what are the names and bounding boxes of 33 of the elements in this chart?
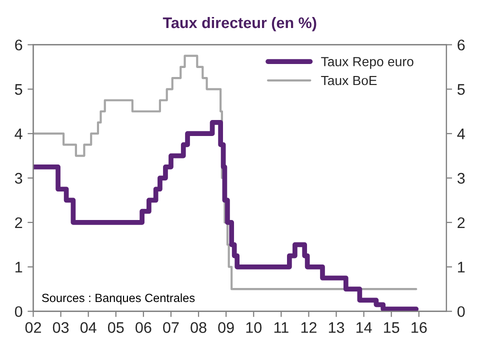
y2-tick-label: 2: [458, 217, 465, 228]
x-tick-label: 03: [52, 322, 69, 333]
x-tick-label: 04: [80, 322, 96, 333]
x-tick-label: 11: [274, 322, 288, 333]
x-tick-label: 09: [218, 322, 234, 333]
legend-label: Taux Repo euro: [321, 57, 414, 69]
y-tick-label: 2: [15, 217, 22, 228]
x-tick-label: 08: [190, 322, 206, 333]
chart-title: Taux directeur (en %): [162, 16, 316, 32]
x-tick-label: 14: [356, 322, 372, 333]
y-tick-label: 5: [14, 84, 22, 95]
y2-tick-label: 0: [457, 306, 465, 318]
x-tick-label: 06: [136, 322, 152, 333]
x-tick-label: 12: [301, 322, 316, 333]
annotation: Sources : Banques Centrales: [42, 293, 195, 304]
legend-label: Taux BoE: [321, 76, 377, 86]
y2-tick-label: 3: [457, 172, 465, 184]
x-tick-label: 15: [384, 322, 400, 333]
x-tick-label: 02: [25, 322, 41, 333]
y2-tick-label: 1: [458, 262, 465, 272]
y-tick-label: 1: [16, 262, 22, 272]
y-tick-label: 6: [15, 40, 22, 50]
y2-tick-label: 5: [457, 84, 465, 95]
y2-tick-label: 4: [457, 128, 465, 140]
x-tick-label: 13: [328, 322, 344, 333]
x-tick-label: 10: [246, 322, 262, 333]
y2-tick-label: 6: [458, 40, 465, 50]
x-tick-label: 16: [412, 322, 427, 333]
y-tick-label: 4: [14, 128, 22, 140]
x-tick-label: 05: [108, 322, 124, 333]
y-tick-label: 3: [14, 172, 22, 184]
x-tick-label: 07: [163, 322, 179, 333]
y-tick-label: 0: [14, 306, 22, 318]
